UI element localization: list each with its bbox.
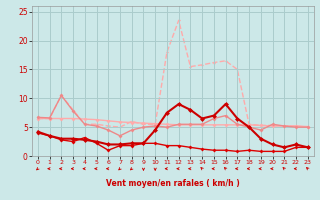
X-axis label: Vent moyen/en rafales ( km/h ): Vent moyen/en rafales ( km/h ) — [106, 179, 240, 188]
